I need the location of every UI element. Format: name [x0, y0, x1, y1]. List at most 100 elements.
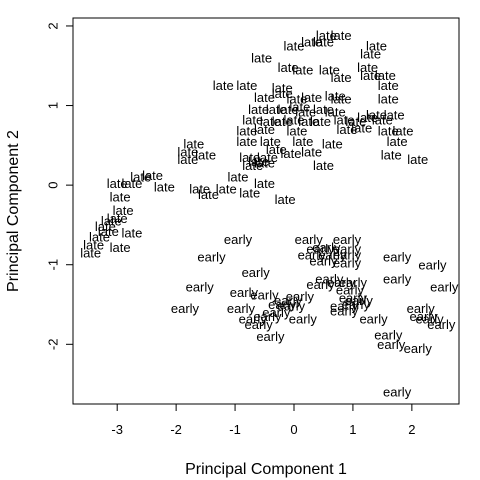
point-label-late: late — [272, 81, 293, 96]
point-label-early: early — [383, 272, 412, 287]
point-label-early: early — [415, 311, 444, 326]
point-label-late: late — [322, 136, 343, 151]
point-label-early: early — [268, 297, 297, 312]
point-label-late: late — [130, 170, 151, 185]
point-label-late: late — [110, 190, 131, 205]
point-label-late: late — [281, 146, 302, 161]
point-label-early: early — [407, 301, 436, 316]
point-label-early: early — [383, 249, 412, 264]
point-label-early: early — [333, 248, 362, 263]
point-label-late: late — [248, 102, 269, 117]
point-label-late: late — [387, 134, 408, 149]
point-label-early: early — [430, 280, 459, 295]
point-label-early: early — [171, 301, 200, 316]
point-label-late: late — [242, 158, 263, 173]
point-label-late: late — [286, 92, 307, 107]
y-tick-label: -2 — [46, 339, 61, 351]
x-axis-title: Principal Component 1 — [185, 461, 347, 478]
point-label-late: late — [378, 124, 399, 139]
plot-frame — [72, 17, 460, 405]
point-label-late: late — [260, 114, 281, 129]
point-label-late: late — [272, 114, 293, 129]
point-label-late: late — [310, 114, 331, 129]
x-tick-label: 2 — [408, 422, 415, 437]
x-axis: -3 -2 -1 0 1 2 — [111, 404, 415, 437]
point-label-late: late — [213, 78, 234, 93]
point-label-late: late — [313, 34, 334, 49]
point-label-late: late — [248, 154, 269, 169]
point-label-late: late — [295, 104, 316, 119]
point-label-early: early — [306, 277, 335, 292]
point-label-late: late — [266, 102, 287, 117]
point-label-late: late — [198, 187, 219, 202]
point-label-early: early — [298, 248, 327, 263]
point-label-late: late — [331, 70, 352, 85]
point-label-late: late — [313, 102, 334, 117]
point-label-early: early — [359, 311, 388, 326]
point-label-late: late — [298, 114, 319, 129]
point-label-late: late — [278, 60, 299, 75]
point-label-late: late — [360, 68, 381, 83]
point-label-late: late — [239, 186, 260, 201]
point-label-early: early — [306, 241, 335, 256]
x-tick-label: 0 — [290, 422, 297, 437]
point-label-late: late — [251, 50, 272, 65]
point-label-early: early — [410, 309, 439, 324]
point-label-late: late — [284, 112, 305, 127]
point-label-late: late — [393, 124, 414, 139]
x-tick-label: -2 — [170, 422, 182, 437]
point-label-late: late — [289, 100, 310, 115]
point-label-late: late — [121, 176, 142, 191]
point-label-early: early — [327, 275, 356, 290]
point-label-early: early — [330, 299, 359, 314]
point-label-late: late — [236, 78, 257, 93]
point-label-early: early — [374, 327, 403, 342]
point-label-late: late — [351, 120, 372, 135]
point-label-early: early — [224, 232, 253, 247]
point-label-late: late — [301, 144, 322, 159]
point-label-late: late — [325, 104, 346, 119]
point-label-early: early — [309, 253, 338, 268]
point-label-late: late — [236, 124, 257, 139]
y-tick-label: 0 — [46, 182, 61, 189]
x-tick-label: -1 — [229, 422, 241, 437]
y-tick-label: -1 — [46, 259, 61, 271]
point-label-early: early — [250, 288, 279, 303]
point-label-late: late — [121, 225, 142, 240]
point-label-late: late — [239, 150, 260, 165]
point-label-late: late — [257, 150, 278, 165]
point-label-late: late — [331, 28, 352, 43]
point-label-late: late — [107, 211, 128, 226]
point-label-early: early — [333, 241, 362, 256]
point-label-late: late — [110, 240, 131, 255]
point-label-late: late — [360, 46, 381, 61]
x-tick-label: 1 — [349, 422, 356, 437]
y-axis: -2 -1 0 1 2 — [46, 22, 73, 350]
point-label-early: early — [333, 232, 362, 247]
point-label-late: late — [242, 112, 263, 127]
point-label-early: early — [295, 232, 324, 247]
point-label-early: early — [377, 337, 406, 352]
point-label-late: late — [216, 182, 237, 197]
point-label-early: early — [333, 256, 362, 271]
point-label-late: late — [384, 108, 405, 123]
point-label-late: late — [80, 245, 101, 260]
point-label-late: late — [101, 213, 122, 228]
point-label-early: early — [312, 240, 341, 255]
point-label-late: late — [366, 38, 387, 53]
point-label-late: late — [254, 122, 275, 137]
point-label-early: early — [197, 249, 226, 264]
point-label-late: late — [292, 62, 313, 77]
point-label-late: late — [236, 134, 257, 149]
point-label-early: early — [239, 311, 268, 326]
point-label-late: late — [316, 28, 337, 43]
point-label-early: early — [330, 303, 359, 318]
point-label-early: early — [404, 341, 433, 356]
point-label-late: late — [107, 176, 128, 191]
point-label-late: late — [357, 110, 378, 125]
point-label-late: late — [345, 114, 366, 129]
point-label-late: late — [177, 152, 198, 167]
point-label-late: late — [254, 155, 275, 170]
